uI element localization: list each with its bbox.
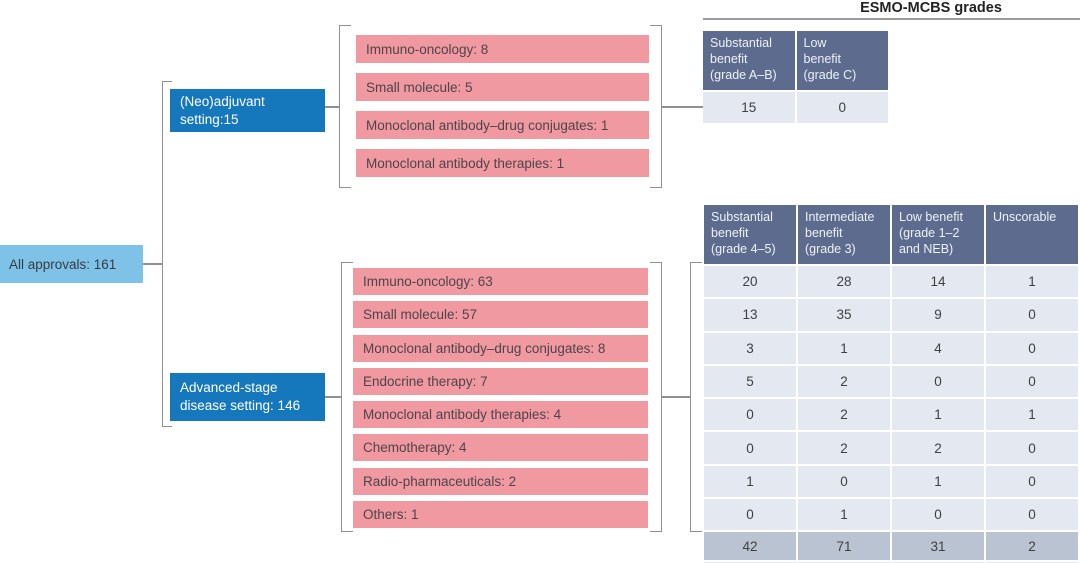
table-row: 1 0 1 0: [704, 465, 1078, 498]
connector-line: [325, 396, 341, 398]
therapy-item: Immuno-oncology: 63: [353, 268, 648, 295]
therapy-item: Monoclonal antibody therapies: 1: [356, 149, 649, 177]
connector-line: [325, 106, 339, 108]
all-approvals-node: All approvals: 161: [0, 245, 143, 283]
value-cell: 0: [704, 399, 796, 431]
value-cell: 15: [703, 92, 795, 123]
value-cell: 0: [798, 465, 890, 498]
value-cell: 28: [798, 266, 890, 298]
therapy-item: Chemotherapy: 4: [353, 434, 648, 462]
table-header-row: Substantial benefit (grade A–B) Low bene…: [703, 31, 888, 90]
value-cell: 1: [892, 399, 984, 431]
total-cell: 42: [704, 532, 796, 561]
value-cell: 5: [704, 365, 796, 398]
table-row: 0 1 0 0: [704, 499, 1078, 531]
value-cell: 0: [892, 365, 984, 398]
title-underline: [703, 18, 1080, 20]
value-cell: 0: [892, 499, 984, 531]
table-row: 3 1 4 0: [704, 332, 1078, 364]
diagram-title: ESMO-MCBS grades: [860, 0, 1002, 16]
value-cell: 1: [986, 266, 1078, 298]
therapy-item: Radio-pharmaceuticals: 2: [353, 467, 648, 495]
therapy-item: Small molecule: 5: [356, 73, 649, 101]
value-cell: 0: [796, 92, 888, 123]
value-cell: 1: [798, 332, 890, 364]
value-cell: 20: [704, 266, 796, 298]
therapy-item: Small molecule: 57: [353, 301, 648, 329]
header-cell: Unscorable: [986, 205, 1078, 264]
value-cell: 0: [986, 332, 1078, 364]
value-cell: 1: [986, 399, 1078, 431]
value-cell: 3: [704, 332, 796, 364]
value-cell: 1: [704, 465, 796, 498]
table-header-row: Substantial benefit (grade 4–5) Intermed…: [704, 205, 1078, 264]
advanced-setting-node: Advanced-stage disease setting: 146: [170, 373, 325, 421]
adjuvant-list-left-bracket: [339, 25, 351, 188]
advanced-list-left-bracket: [341, 262, 353, 532]
neoadjuvant-setting-node: (Neo)adjuvant setting:15: [170, 89, 325, 132]
value-cell: 14: [892, 266, 984, 298]
total-cell: 71: [798, 532, 890, 561]
value-cell: 0: [986, 465, 1078, 498]
table-row: 5 2 0 0: [704, 365, 1078, 398]
advanced-list-right-bracket: [650, 262, 662, 532]
therapy-item: Monoclonal antibody–drug conjugates: 8: [353, 334, 648, 362]
main-branch-bracket: [162, 81, 172, 427]
therapy-item: Others: 1: [353, 501, 648, 529]
value-cell: 9: [892, 299, 984, 331]
table-row: 0 2 2 0: [704, 432, 1078, 464]
header-cell: Low benefit (grade 1–2 and NEB): [892, 205, 984, 264]
header-cell: Substantial benefit (grade 4–5): [704, 205, 796, 264]
value-cell: 0: [986, 299, 1078, 331]
therapy-item: Endocrine therapy: 7: [353, 367, 648, 395]
value-cell: 13: [704, 299, 796, 331]
value-cell: 0: [986, 365, 1078, 398]
advanced-therapy-list: Immuno-oncology: 63 Small molecule: 57 M…: [353, 268, 648, 529]
table-row: 20 28 14 1: [704, 266, 1078, 298]
therapy-item: Monoclonal antibody–drug conjugates: 1: [356, 111, 649, 139]
connector-line: [143, 263, 162, 265]
adjuvant-therapy-list: Immuno-oncology: 8 Small molecule: 5 Mon…: [356, 35, 649, 177]
connector-line: [662, 396, 690, 398]
table-row: 13 35 9 0: [704, 299, 1078, 331]
total-cell: 2: [986, 532, 1078, 561]
value-cell: 2: [798, 365, 890, 398]
header-cell: Intermediate benefit (grade 3): [798, 205, 890, 264]
value-cell: 1: [798, 499, 890, 531]
adjuvant-grades-table: Substantial benefit (grade A–B) Low bene…: [703, 31, 888, 123]
header-cell: Low benefit (grade C): [796, 31, 888, 90]
value-cell: 35: [798, 299, 890, 331]
header-cell: Substantial benefit (grade A–B): [703, 31, 795, 90]
value-cell: 1: [892, 465, 984, 498]
table-row: 0 2 1 1: [704, 399, 1078, 431]
adjuvant-list-right-bracket: [650, 25, 662, 188]
table-row: 15 0: [703, 92, 888, 123]
value-cell: 4: [892, 332, 984, 364]
total-cell: 31: [892, 532, 984, 561]
value-cell: 0: [704, 432, 796, 464]
connector-line: [662, 106, 703, 108]
value-cell: 2: [892, 432, 984, 464]
value-cell: 0: [986, 499, 1078, 531]
value-cell: 0: [986, 432, 1078, 464]
value-cell: 0: [704, 499, 796, 531]
value-cell: 2: [798, 432, 890, 464]
table-total-row: 42 71 31 2: [704, 532, 1078, 561]
therapy-item: Immuno-oncology: 8: [356, 35, 649, 63]
therapy-item: Monoclonal antibody therapies: 4: [353, 401, 648, 429]
advanced-table-left-bracket: [690, 262, 702, 532]
value-cell: 2: [798, 399, 890, 431]
advanced-grades-table: Substantial benefit (grade 4–5) Intermed…: [704, 205, 1078, 563]
